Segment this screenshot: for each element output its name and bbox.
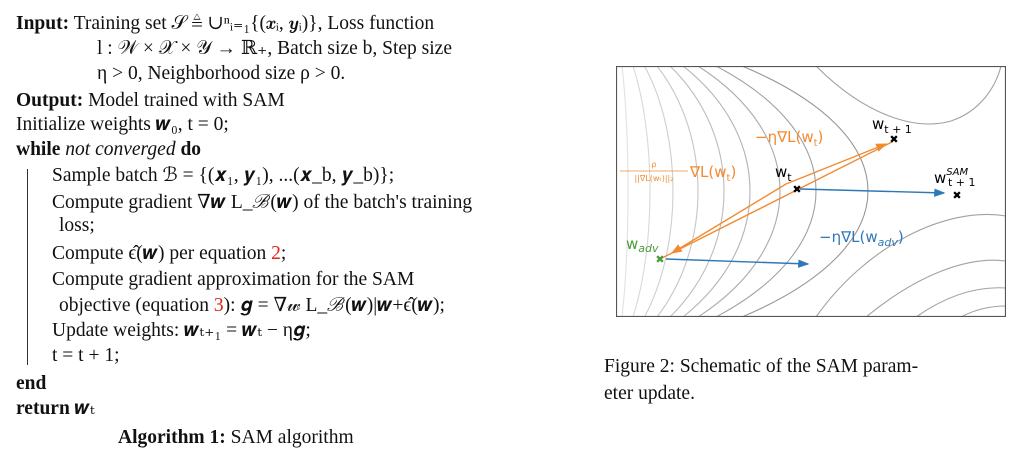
input-line-1: Input: Training set 𝒮 ≜ ∪ⁿᵢ₌₁{(𝒙ᵢ, 𝒚ᵢ)},… xyxy=(16,13,434,35)
sam-update-arrow xyxy=(799,188,946,197)
label-asc-denominator: ||∇L(wₜ)||₂ xyxy=(635,174,674,183)
end-keyword: end xyxy=(16,373,47,394)
figure-frame xyxy=(616,66,1006,317)
contour-line xyxy=(715,66,817,317)
eps-end: ; xyxy=(280,243,287,264)
return-line: return 𝒘ₜ xyxy=(16,398,95,420)
output-text: Model trained with SAM xyxy=(88,90,285,111)
wt-marker: ✖ xyxy=(792,183,801,196)
contour-line xyxy=(815,66,1002,125)
contour-line xyxy=(915,287,1006,317)
label-asc-numerator: ρ xyxy=(651,160,656,169)
contour-line xyxy=(644,66,674,317)
contour-line xyxy=(656,66,699,317)
contour-line xyxy=(960,305,1006,317)
contour-line xyxy=(669,66,725,317)
eps-text: Compute ϵ̂(𝒘) per equation xyxy=(52,243,272,264)
output-line: Output: Model trained with SAM xyxy=(16,90,285,112)
sample-line: Sample batch ℬ = {(𝒙₁, 𝒚₁), ...(𝒙_b, 𝒚_b… xyxy=(52,165,395,186)
approx-text: objective (equation xyxy=(59,295,214,316)
ascent-step-arrow xyxy=(659,141,893,260)
grad-line-1: Compute gradient ∇𝒘 L_ℬ(𝒘) of the batch'… xyxy=(52,192,473,213)
input-keyword: Input: xyxy=(16,13,70,34)
increment-line: t = t + 1; xyxy=(52,345,120,366)
approx-line-2: objective (equation 3): 𝒈 = ∇𝓌 L_ℬ(𝒘)|𝒘+… xyxy=(59,295,445,317)
do-keyword: do xyxy=(180,139,202,160)
figure-caption-line-1: Figure 2: Schematic of the SAM param- xyxy=(604,356,919,377)
contour-line xyxy=(682,66,751,317)
approx-line-1: Compute gradient approximation for the S… xyxy=(52,269,415,290)
sam-schematic-figure: ✖ ✖ ✖ ✖ wt + 1 wt wSAM t + 1 wadv −η∇L(wt… xyxy=(616,66,1006,317)
adv-perturbation-arrow xyxy=(670,183,787,254)
contour-line xyxy=(741,66,869,317)
contour-line xyxy=(621,66,629,317)
return-value: 𝒘ₜ xyxy=(74,398,95,419)
grad-line-2: loss; xyxy=(59,215,95,236)
wt1-marker: ✖ xyxy=(889,133,898,146)
caption-label: Algorithm 1: xyxy=(118,427,226,448)
equation-ref-3[interactable]: 3 xyxy=(213,295,224,316)
adv-gradient-arrow xyxy=(665,258,810,268)
end-line: end xyxy=(16,373,46,395)
while-line: while not converged do xyxy=(16,139,201,161)
update-line: Update weights: 𝒘ₜ₊₁ = 𝒘ₜ − η𝒈; xyxy=(52,320,311,341)
figure-caption-line-2: eter update. xyxy=(604,383,695,404)
wadv-marker: ✖ xyxy=(655,253,664,266)
input-line-3: η > 0, Neighborhood size ρ > 0. xyxy=(97,63,346,84)
while-condition: not converged xyxy=(65,139,176,160)
contour-line xyxy=(697,66,781,317)
label-w-t-plus-1: wt + 1 xyxy=(872,115,912,136)
label-ascent-step: ∇L(wt) xyxy=(689,163,736,184)
approx-formula: ): 𝒈 = ∇𝓌 L_ℬ(𝒘)|𝒘+ϵ̂(𝒘); xyxy=(223,295,445,316)
eps-line: Compute ϵ̂(𝒘) per equation 2; xyxy=(52,243,286,265)
caption-text: SAM algorithm xyxy=(230,427,354,448)
init-line: Initialize weights 𝒘₀, t = 0; xyxy=(16,114,229,135)
sgd-step-arrow xyxy=(785,143,888,185)
wsam-marker: ✖ xyxy=(952,189,961,202)
label-w-sam: wSAM t + 1 xyxy=(934,167,976,189)
output-keyword: Output: xyxy=(16,90,84,111)
algorithm-caption: Algorithm 1: SAM algorithm xyxy=(118,427,354,449)
contour-line xyxy=(632,66,651,317)
loop-body-bar xyxy=(27,169,28,365)
contour-line xyxy=(815,214,1006,317)
input-line-2: l : 𝒲 × 𝒳 × 𝒴 → ℝ₊, Batch size b, Step s… xyxy=(97,38,452,59)
label-sgd-step: −η∇L(wt) xyxy=(755,128,823,149)
equation-ref-2[interactable]: 2 xyxy=(271,243,281,264)
while-keyword: while xyxy=(16,139,61,160)
return-keyword: return xyxy=(16,398,70,419)
label-w-adv: wadv xyxy=(626,235,659,255)
input-text: Training set 𝒮 ≜ ∪ⁿᵢ₌₁{(𝒙ᵢ, 𝒚ᵢ)}, Loss f… xyxy=(73,13,435,34)
label-w-t: wt xyxy=(775,163,792,184)
contour-line xyxy=(865,259,1006,317)
label-sam-step: −η∇L(wadv) xyxy=(819,228,904,249)
